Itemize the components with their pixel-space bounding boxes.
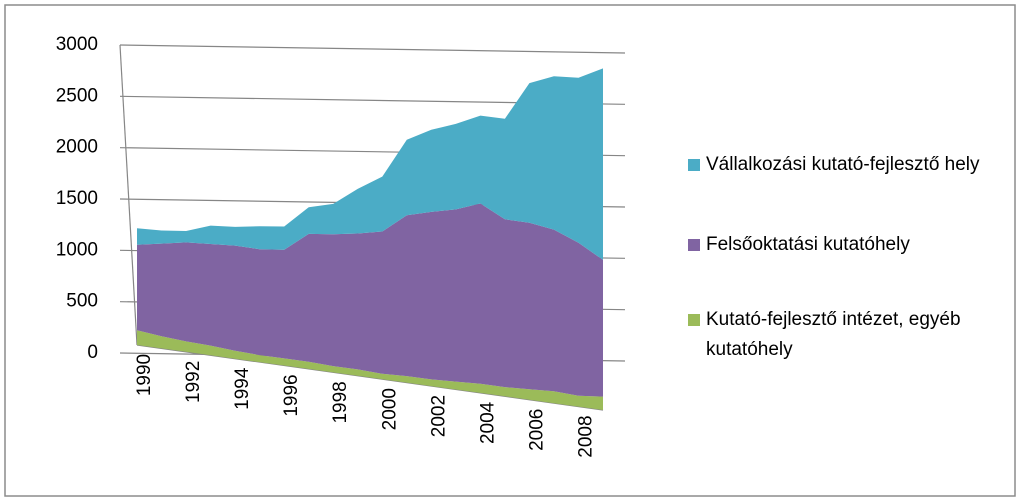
legend-label: Kutató-fejlesztő intézet, egyéb kutatóhe… <box>706 309 961 360</box>
y-tick-label: 1500 <box>56 188 98 209</box>
legend-swatch <box>688 314 700 326</box>
x-tick-label: 2006 <box>526 409 547 451</box>
y-tick-label: 2000 <box>56 137 98 158</box>
chart-border <box>4 4 1016 497</box>
y-tick-label: 3000 <box>56 34 98 55</box>
y-tick-label: 1000 <box>56 239 98 260</box>
legend-label: Vállalkozási kutató-fejlesztő hely <box>706 154 980 175</box>
y-tick-label: 2500 <box>56 85 98 106</box>
y-tick-label: 0 <box>87 342 98 363</box>
legend-label: Felsőoktatási kutatóhely <box>706 234 910 255</box>
x-tick-label: 2008 <box>575 415 596 457</box>
legend-entry: Kutató-fejlesztő intézet, egyéb kutatóhe… <box>688 305 998 365</box>
legend-swatch <box>688 159 700 171</box>
y-axis <box>119 44 138 346</box>
x-tick-label: 2000 <box>379 388 400 430</box>
legend-entry: Felsőoktatási kutatóhely <box>688 230 998 260</box>
grid-line <box>119 44 626 54</box>
x-tick-label: 2004 <box>477 401 498 444</box>
y-tick-label: 500 <box>66 291 98 312</box>
legend-entry: Vállalkozási kutató-fejlesztő hely <box>688 150 998 180</box>
x-tick-label: 1998 <box>330 381 351 423</box>
x-tick-label: 1996 <box>281 374 302 416</box>
area <box>137 330 603 410</box>
x-tick-label: 2002 <box>428 395 449 437</box>
area <box>137 203 603 397</box>
legend-swatch <box>688 239 700 251</box>
x-tick-label: 1994 <box>232 367 253 410</box>
area <box>137 68 603 260</box>
x-tick-label: 1992 <box>183 361 204 403</box>
x-tick-label: 1990 <box>134 354 155 396</box>
